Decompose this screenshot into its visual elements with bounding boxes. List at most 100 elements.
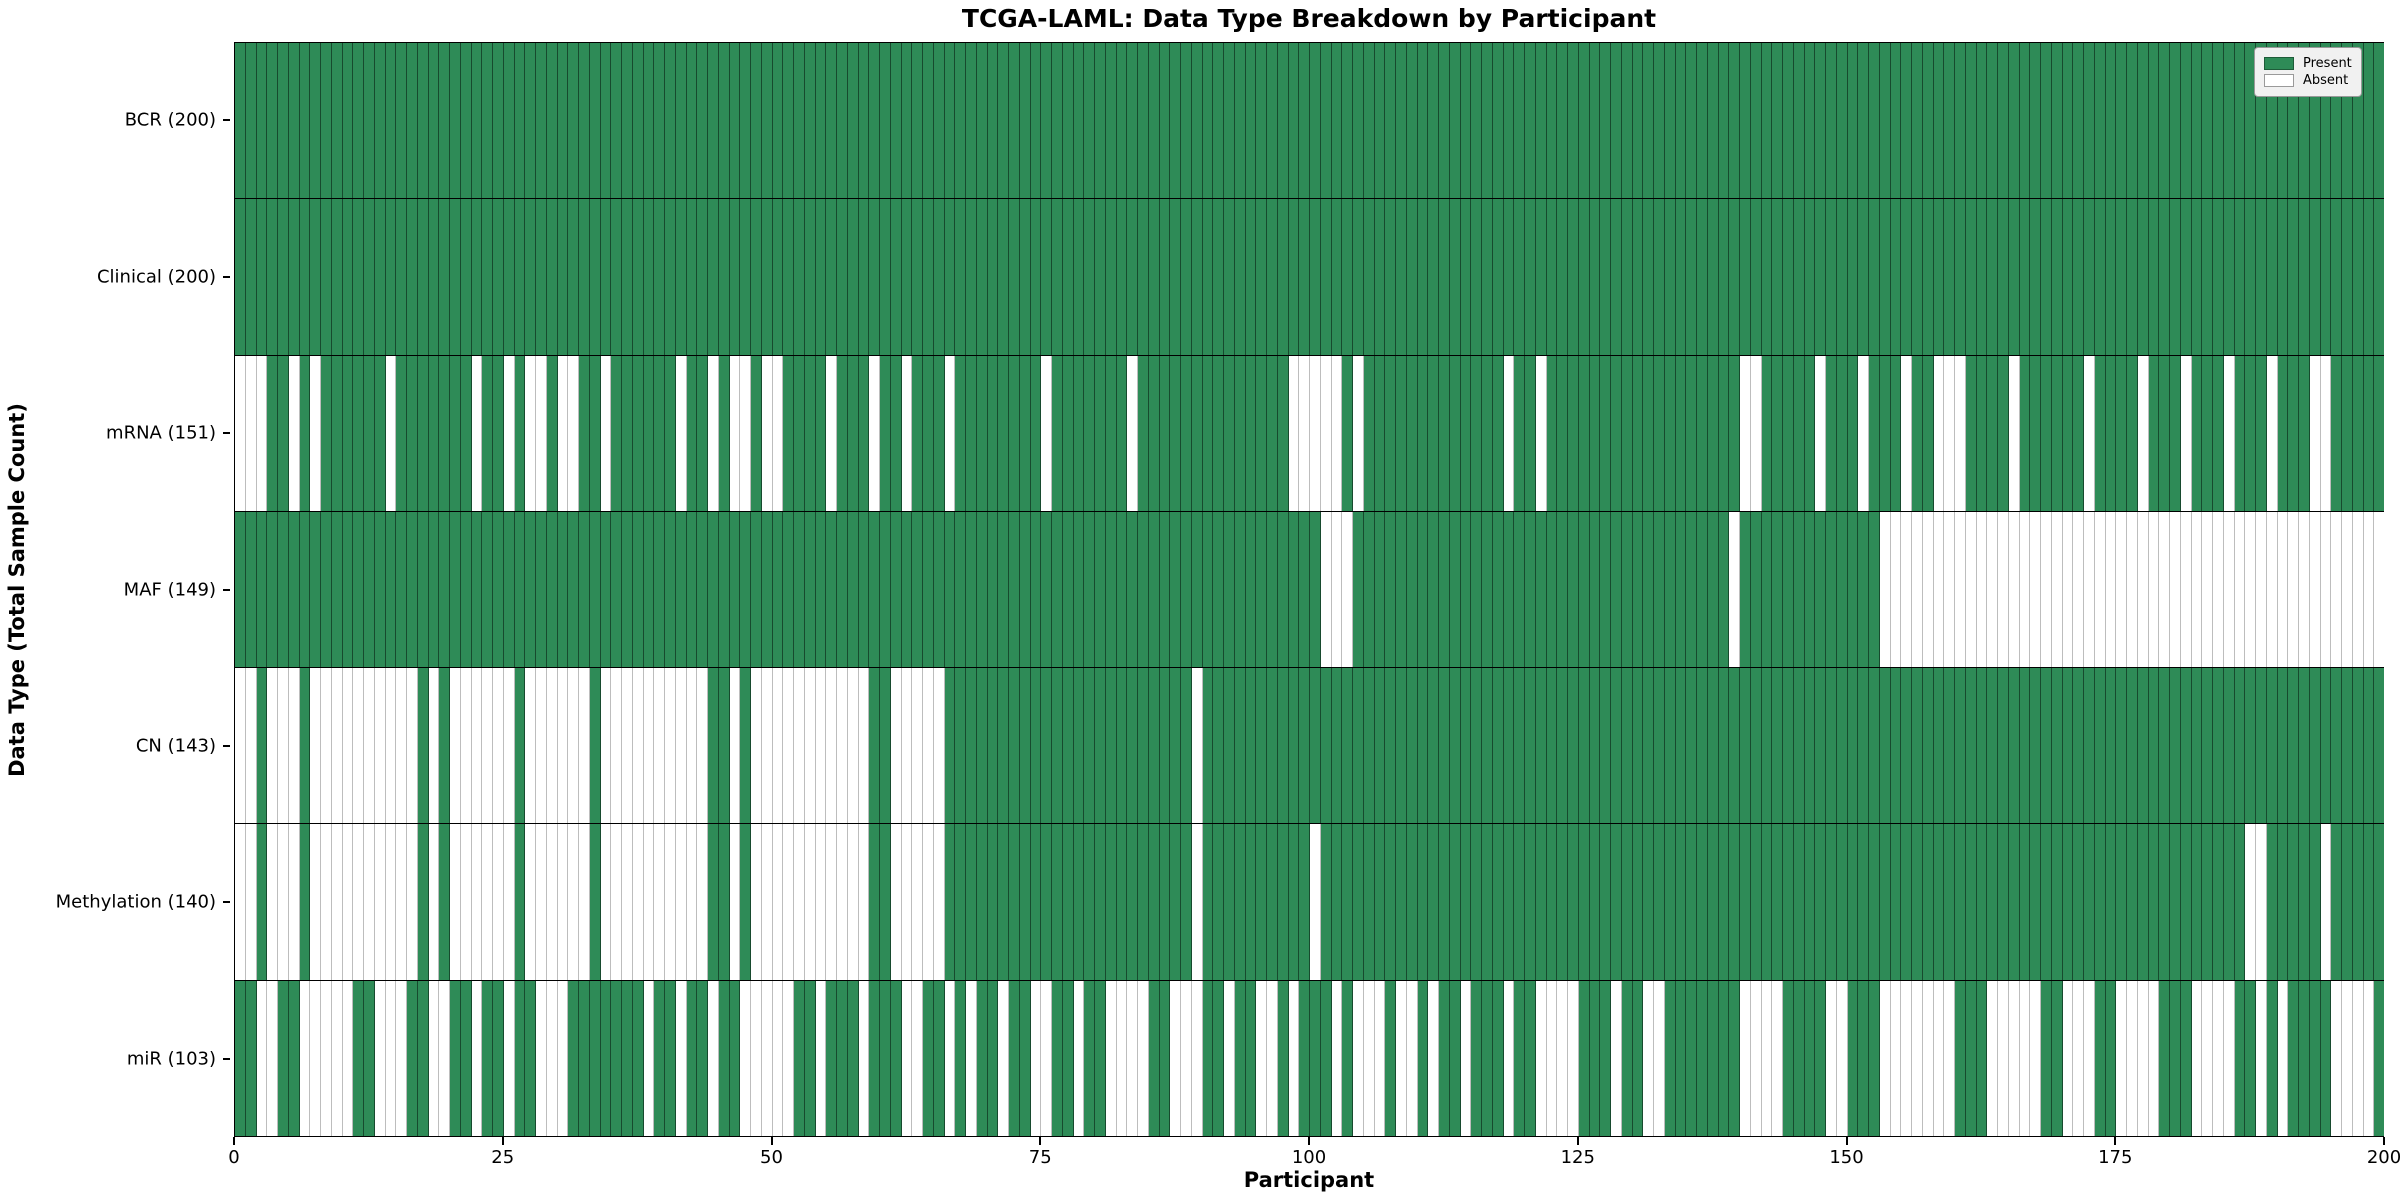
heatmap-cell — [1138, 511, 1149, 668]
heatmap-cell — [2030, 668, 2041, 824]
legend-label-present: Present — [2303, 56, 2352, 71]
heatmap-cell — [1460, 43, 1472, 199]
heatmap-cell — [546, 199, 558, 355]
heatmap-cell — [1621, 980, 1633, 1136]
heatmap-cell — [1600, 43, 1611, 199]
heatmap-cell — [1396, 668, 1407, 824]
heatmap-cell — [385, 824, 397, 980]
x-tick-label-175: 175 — [2098, 1147, 2133, 1168]
heatmap-cell — [837, 824, 848, 980]
heatmap-cell — [966, 668, 977, 824]
heatmap-cell — [2331, 668, 2342, 824]
heatmap-cell — [622, 355, 633, 511]
heatmap-cell — [374, 355, 386, 511]
heatmap-cell — [482, 824, 493, 980]
heatmap-cell — [2127, 43, 2138, 199]
heatmap-cell — [1578, 199, 1590, 355]
chart-title: TCGA-LAML: Data Type Breakdown by Partic… — [961, 4, 1657, 33]
heatmap-cell — [1632, 199, 1644, 355]
x-tick-mark — [1039, 1137, 1042, 1145]
heatmap-cell — [493, 511, 504, 668]
heatmap-cell — [1492, 355, 1504, 511]
heatmap-cell — [2094, 668, 2106, 824]
heatmap-cell — [1009, 668, 1020, 824]
heatmap-cell — [1664, 355, 1676, 511]
heatmap-cell — [557, 668, 569, 824]
heatmap-cell — [568, 511, 579, 668]
heatmap-cell — [1095, 511, 1106, 668]
heatmap-cell — [342, 824, 354, 980]
heatmap-cell — [1310, 511, 1321, 668]
heatmap-cell — [299, 511, 311, 668]
heatmap-cell — [2331, 980, 2342, 1136]
heatmap-cell — [1030, 980, 1042, 1136]
heatmap-cell — [1729, 511, 1740, 668]
y-tick-mark — [223, 1057, 230, 1060]
heatmap-cell — [1869, 824, 1880, 980]
heatmap-cell — [2170, 355, 2181, 511]
heatmap-cell — [761, 355, 773, 511]
heatmap-cell — [1213, 824, 1224, 980]
heatmap-cell — [2342, 511, 2353, 668]
heatmap-cell — [2288, 824, 2299, 980]
heatmap-cell — [966, 199, 977, 355]
heatmap-cell — [2127, 355, 2138, 511]
heatmap-cell — [1976, 43, 1988, 199]
heatmap-cell — [1428, 511, 1439, 668]
heatmap-cell — [2352, 980, 2364, 1136]
heatmap-cell — [2191, 668, 2203, 824]
x-axis-tick-labels: 0 25 50 75 100 125 150 175 200 — [228, 1137, 2400, 1171]
heatmap-cell — [331, 43, 343, 199]
heatmap-cell — [1944, 199, 1955, 355]
heatmap-cell — [245, 668, 257, 824]
heatmap-cell — [2223, 511, 2235, 668]
heatmap-cell — [2288, 199, 2299, 355]
heatmap-cell — [600, 668, 612, 824]
heatmap-cell — [1417, 199, 1429, 355]
heatmap-cell — [880, 668, 891, 824]
heatmap-cell — [2331, 355, 2342, 511]
heatmap-cell — [2320, 824, 2332, 980]
heatmap-cell — [901, 668, 913, 824]
heatmap-cell — [804, 43, 816, 199]
heatmap-cell — [568, 199, 579, 355]
heatmap-cell — [417, 668, 429, 824]
heatmap-cell — [1052, 511, 1063, 668]
heatmap-cell — [1191, 824, 1203, 980]
heatmap-cell — [837, 980, 848, 1136]
heatmap-cell — [890, 980, 902, 1136]
heatmap-cell — [1740, 199, 1751, 355]
heatmap-cell — [2019, 43, 2031, 199]
heatmap-cell — [632, 824, 644, 980]
heatmap-cell — [2084, 824, 2095, 980]
heatmap-cell — [1342, 824, 1353, 980]
heatmap-cell — [2073, 980, 2084, 1136]
heatmap-cell — [675, 199, 687, 355]
heatmap-cell — [385, 511, 397, 668]
heatmap-cell — [794, 511, 805, 668]
heatmap-cell — [331, 199, 343, 355]
heatmap-cell — [364, 511, 375, 668]
heatmap-cell — [2094, 43, 2106, 199]
heatmap-cell — [2352, 511, 2364, 668]
heatmap-cell — [557, 980, 569, 1136]
x-tick-label-125: 125 — [1560, 1147, 1595, 1168]
heatmap-cell — [503, 824, 515, 980]
heatmap-cell — [2277, 980, 2289, 1136]
heatmap-cell — [675, 43, 687, 199]
heatmap-cell — [2288, 355, 2299, 511]
heatmap-cell — [1353, 511, 1364, 668]
heatmap-cell — [804, 824, 816, 980]
heatmap-cell — [1922, 668, 1934, 824]
heatmap-cell — [321, 824, 332, 980]
heatmap-cell — [708, 980, 719, 1136]
heatmap-cell — [933, 355, 945, 511]
heatmap-cell — [654, 980, 665, 1136]
heatmap-cell — [2127, 668, 2138, 824]
heatmap-cell — [1557, 511, 1568, 668]
heatmap-cell — [536, 199, 547, 355]
heatmap-cell — [901, 980, 913, 1136]
heatmap-cell — [579, 824, 590, 980]
heatmap-cell — [923, 511, 934, 668]
heatmap-cell — [1729, 668, 1740, 824]
